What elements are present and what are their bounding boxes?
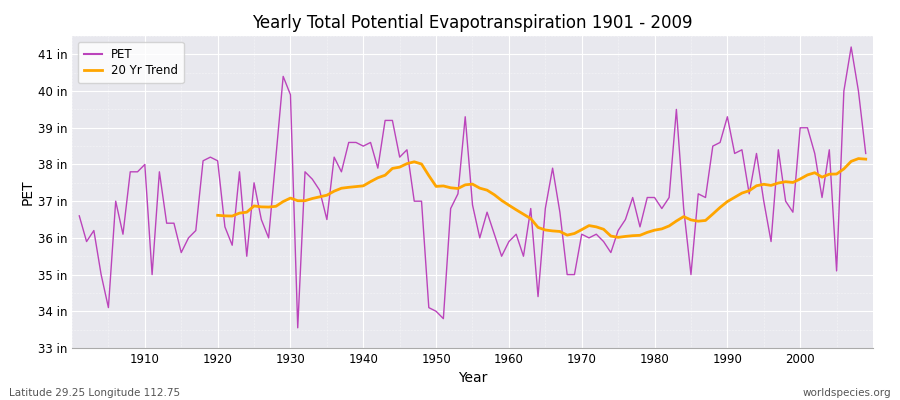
Legend: PET, 20 Yr Trend: PET, 20 Yr Trend bbox=[78, 42, 184, 83]
Text: Latitude 29.25 Longitude 112.75: Latitude 29.25 Longitude 112.75 bbox=[9, 388, 180, 398]
Title: Yearly Total Potential Evapotranspiration 1901 - 2009: Yearly Total Potential Evapotranspiratio… bbox=[252, 14, 693, 32]
X-axis label: Year: Year bbox=[458, 372, 487, 386]
Y-axis label: PET: PET bbox=[21, 179, 35, 205]
Text: worldspecies.org: worldspecies.org bbox=[803, 388, 891, 398]
